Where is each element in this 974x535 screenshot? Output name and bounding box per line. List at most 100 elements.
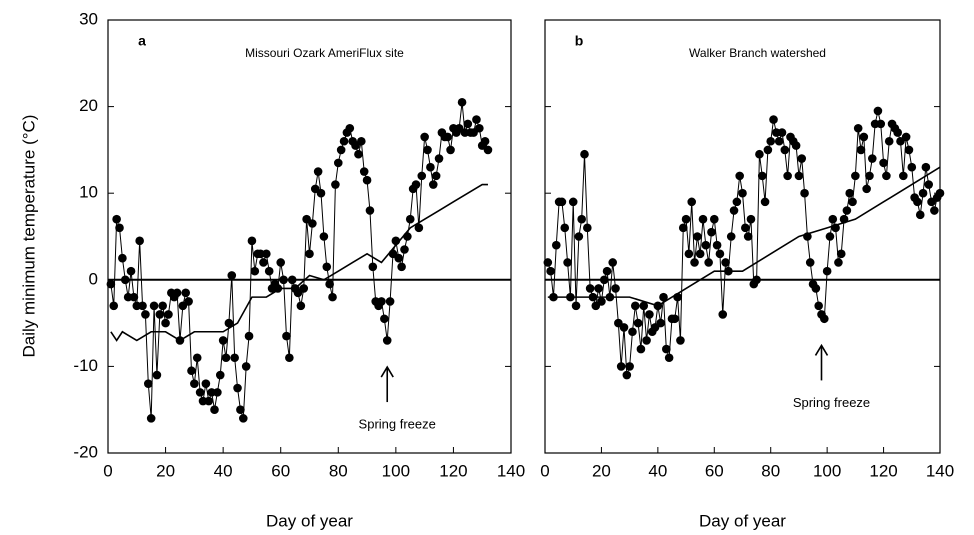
data-point [873,106,883,116]
normal-line [547,166,941,307]
data-point [431,171,441,181]
annotation-text: Spring freeze [793,395,870,410]
data-point [331,180,340,189]
data-point [480,136,490,146]
data-point [233,383,242,393]
data-point [126,266,136,276]
arrow-head [380,365,394,378]
data-point [141,310,150,319]
data-point [244,331,254,341]
data-point [218,336,228,345]
data-point [783,171,792,181]
data-point [446,145,455,155]
data-point [428,180,438,189]
arrow-head [814,343,829,356]
data-point [423,145,432,155]
data-point [377,297,386,306]
y-tick-label: -10 [73,356,98,375]
data-point [715,249,725,259]
data-point [483,145,493,155]
data-point [472,115,481,124]
data-point [319,232,329,241]
data-point [190,379,199,389]
x-axis-label: Day of year [699,511,786,530]
data-point [678,223,688,233]
data-point [879,158,888,168]
data-point [729,206,739,215]
data-point [597,297,606,306]
x-tick-label: 60 [705,461,724,480]
data-point [403,232,412,241]
data-point [400,245,409,254]
data-point [602,266,612,276]
data-point [743,232,753,241]
data-point [752,275,761,285]
data-point [825,232,835,241]
data-point [913,197,922,207]
x-tick-label: 120 [869,461,897,480]
x-axis-label: Day of year [266,511,353,530]
data-point [336,145,346,155]
data-point [687,197,697,207]
data-point [583,223,592,233]
data-point [794,171,804,181]
data-point [380,314,389,324]
x-tick-label: 40 [214,461,233,480]
y-tick-label: -20 [73,442,98,461]
data-point [238,414,248,423]
data-point [120,275,130,285]
data-point [741,223,750,233]
data-point [856,145,866,155]
data-point [681,214,691,224]
data-point [359,167,369,176]
x-tick-label: 60 [271,461,290,480]
data-point [901,132,911,142]
x-tick-label: 120 [439,461,467,480]
data-point [546,266,555,276]
daily-line [547,110,941,376]
data-point [755,149,764,159]
data-point [842,206,852,215]
data-point [192,353,202,363]
data-point [800,188,809,198]
x-tick-label: 140 [497,461,525,480]
data-point [262,249,271,259]
data-point [112,214,121,224]
data-point [760,197,770,207]
data-point [221,353,231,363]
data-point [475,123,484,133]
data-point [368,262,378,272]
data-point [625,362,634,371]
x-tick-label: 0 [103,461,112,480]
data-point [135,236,144,246]
data-point [152,370,162,380]
data-point [630,301,640,311]
data-point [611,284,620,293]
data-point [726,232,736,241]
annotation-text: Spring freeze [359,417,436,432]
data-point [693,232,702,241]
data-point [385,297,395,306]
data-point [259,258,268,267]
data-point [662,344,671,354]
data-point [138,301,147,311]
panel-label: a [138,33,146,49]
data-point [296,301,306,311]
data-point [282,331,291,341]
data-point [115,223,124,233]
data-point [551,240,561,250]
data-point [106,279,116,289]
data-point [287,275,297,285]
x-tick-label: 0 [540,461,549,480]
data-point [690,258,699,267]
data-point [146,414,156,423]
data-point [659,292,668,302]
data-point [420,132,429,142]
data-point [308,219,317,228]
data-point [224,318,234,328]
data-point [867,154,877,163]
data-point [397,262,406,272]
data-point [279,275,288,285]
panel-title: Missouri Ozark AmeriFlux site [245,46,404,60]
